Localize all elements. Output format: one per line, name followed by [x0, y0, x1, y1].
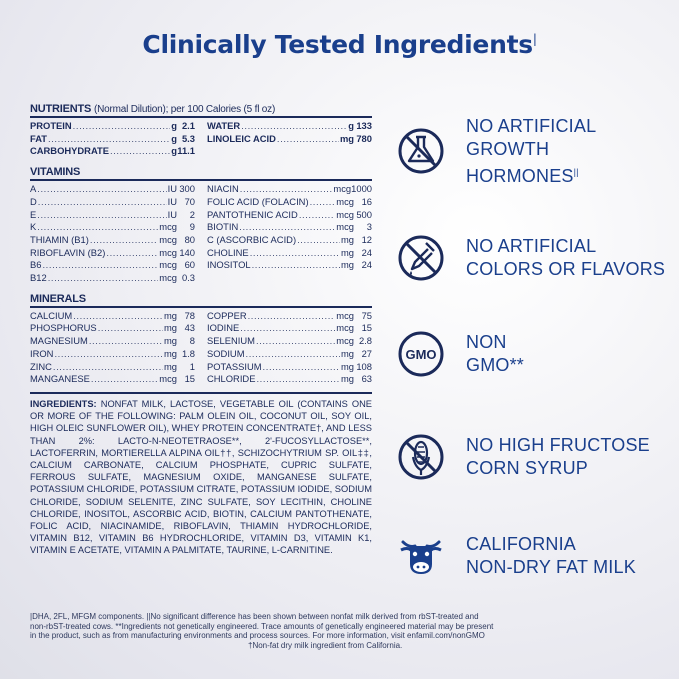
mineral-row: POTASSIUMmg108 — [207, 361, 372, 374]
mineral-row: IRONmg1.8 — [30, 348, 195, 361]
vitamin-row: INOSITOLmg24 — [207, 259, 372, 272]
nutrients-right-column: WATERg133 LINOLEIC ACIDmg780 — [207, 120, 372, 158]
nutrition-panel: NUTRIENTS (Normal Dilution); per 100 Cal… — [30, 103, 372, 557]
mineral-row: COPPERmcg75 — [207, 310, 372, 323]
nutrient-row: LINOLEIC ACIDmg780 — [207, 133, 372, 146]
mineral-row: MAGNESIUMmg8 — [30, 335, 195, 348]
nutrient-row: CARBOHYDRATEg11.1 — [30, 145, 195, 158]
ingredients-list: INGREDIENTS: NONFAT MILK, LACTOSE, VEGET… — [30, 391, 372, 557]
vitamin-row: Kmcg9 — [30, 221, 195, 234]
claim-no-growth-hormones: NO ARTIFICIAL GROWTH HORMONES|| — [397, 116, 677, 186]
dropper-crossed-icon — [398, 235, 444, 281]
mineral-row: IODINEmcg15 — [207, 322, 372, 335]
vitamin-row: NIACINmcg1000 — [207, 183, 372, 196]
minerals-right-column: COPPERmcg75 IODINEmcg15 SELENIUMmcg2.8 S… — [207, 310, 372, 386]
cow-icon — [400, 540, 442, 574]
claim-label: CALIFORNIA NON-DRY FAT MILK — [466, 534, 636, 577]
vitamin-row: B6mcg60 — [30, 259, 195, 272]
nutrients-header: NUTRIENTS (Normal Dilution); per 100 Cal… — [30, 103, 372, 118]
nutrient-row: WATERg133 — [207, 120, 372, 133]
nutrients-left-column: PROTEINg2.1 FATg5.3 CARBOHYDRATEg11.1 — [30, 120, 195, 158]
vitamins-left-column: AIU300 DIU70 EIU2 Kmcg9 THIAMIN (B1)mcg8… — [30, 183, 195, 285]
vitamin-row: PANTOTHENIC ACIDmcg500 — [207, 209, 372, 222]
minerals-left-column: CALCIUMmg78 PHOSPHORUSmg43 MAGNESIUMmg8 … — [30, 310, 195, 386]
claim-no-artificial-colors: NO ARTIFICIAL COLORS OR FLAVORS — [397, 227, 677, 289]
nutrient-row: FATg5.3 — [30, 133, 195, 146]
claim-no-hfcs: NO HIGH FRUCTOSE CORN SYRUP — [397, 426, 677, 488]
vitamin-row: DIU70 — [30, 196, 195, 209]
mineral-row: CALCIUMmg78 — [30, 310, 195, 323]
claim-label: NO HIGH FRUCTOSE CORN SYRUP — [466, 435, 650, 478]
footnotes: |DHA, 2FL, MFGM components. ||No signifi… — [30, 612, 494, 650]
gmo-badge-icon: GMO — [398, 331, 444, 377]
flask-crossed-icon — [398, 128, 444, 174]
claim-label: NO ARTIFICIAL GROWTH HORMONES|| — [466, 115, 597, 186]
mineral-row: SELENIUMmcg2.8 — [207, 335, 372, 348]
mineral-row: PHOSPHORUSmg43 — [30, 322, 195, 335]
vitamin-row: B12mcg0.3 — [30, 272, 195, 285]
vitamins-header: VITAMINS — [30, 166, 372, 182]
vitamin-row: CHOLINEmg24 — [207, 247, 372, 260]
claim-label: NO ARTIFICIAL COLORS OR FLAVORS — [466, 236, 666, 279]
mineral-row: ZINCmg1 — [30, 361, 195, 374]
vitamin-row: EIU2 — [30, 209, 195, 222]
vitamins-right-column: NIACINmcg1000 FOLIC ACID (FOLACIN)mcg16 … — [207, 183, 372, 285]
svg-text:GMO: GMO — [405, 347, 436, 362]
nutrient-row: PROTEINg2.1 — [30, 120, 195, 133]
claim-non-gmo: GMO NON GMO** — [397, 323, 677, 385]
claim-california-milk: CALIFORNIA NON-DRY FAT MILK — [397, 525, 677, 587]
page-title: Clinically Tested Ingredients| — [142, 30, 537, 59]
mineral-row: MANGANESEmcg15 — [30, 373, 195, 386]
mineral-row: CHLORIDEmg63 — [207, 373, 372, 386]
vitamin-row: BIOTINmcg3 — [207, 221, 372, 234]
minerals-header: MINERALS — [30, 293, 372, 308]
claim-label: NON GMO** — [466, 332, 525, 375]
vitamin-row: AIU300 — [30, 183, 195, 196]
corn-crossed-icon — [398, 434, 444, 480]
mineral-row: SODIUMmg27 — [207, 348, 372, 361]
